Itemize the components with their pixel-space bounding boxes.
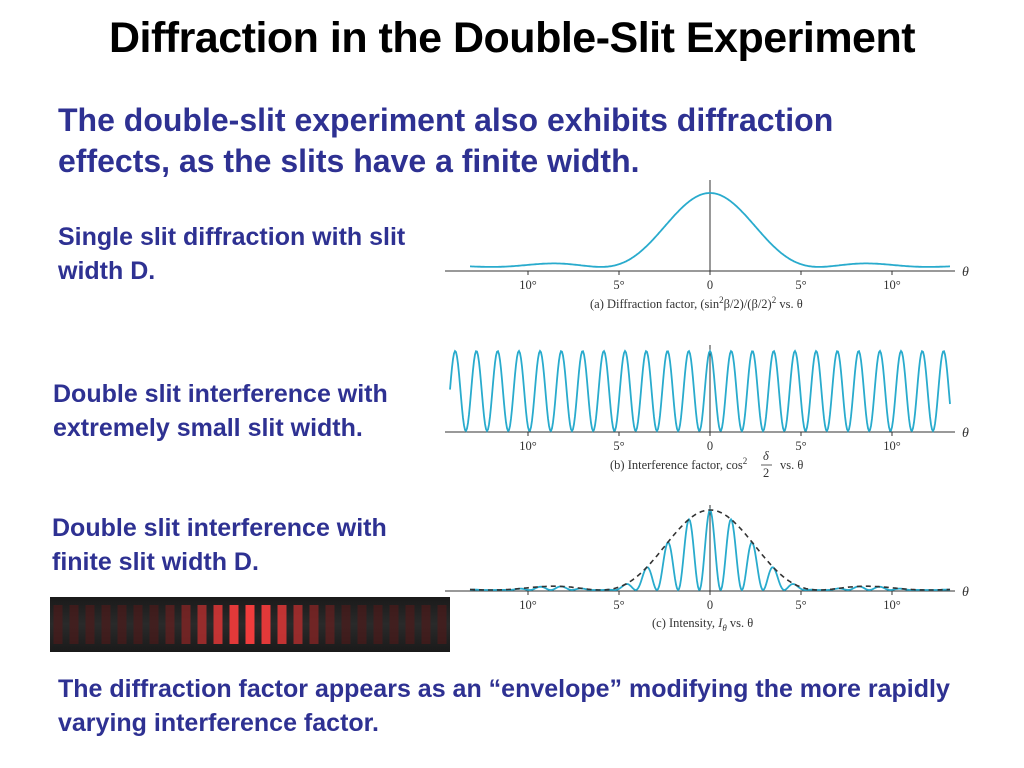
intro-text: The double-slit experiment also exhibits… <box>58 102 834 179</box>
fringe-bar <box>53 605 63 644</box>
fringe-bar <box>69 605 79 644</box>
fringe-bar <box>117 605 127 644</box>
fringe-bar <box>437 605 447 644</box>
page-title: Diffraction in the Double-Slit Experimen… <box>108 14 916 62</box>
fringe-bar <box>389 605 399 644</box>
panel-diffraction-factor: 10° 5° 0 5° 10° θ (a) Diffraction factor, (s… <box>445 180 969 311</box>
tick-label-c-2: 0 <box>707 598 713 612</box>
tick-label-a-4: 10° <box>883 278 901 292</box>
fringe-bar <box>245 605 255 644</box>
fringe-bar <box>85 605 95 644</box>
fringe-bar <box>405 605 415 644</box>
single-slit-label: Single slit diffraction with slit width … <box>58 223 406 285</box>
caption-a-sup2: 2 <box>772 295 777 305</box>
diffraction-curve <box>470 192 950 268</box>
tick-label-c-0: 10° <box>519 598 537 612</box>
caption-c-var: I <box>717 616 723 630</box>
caption-c: (c) Intensity, Iθ vs. θ <box>652 616 753 633</box>
caption-a-sup: 2 <box>719 295 724 305</box>
theta-label-c: θ <box>962 585 969 600</box>
caption-c-post: vs. θ <box>727 616 753 630</box>
caption-b-pre: (b) Interference factor, cos <box>610 458 743 472</box>
fringe-pattern-svg <box>50 597 450 652</box>
interference-curve <box>449 349 951 433</box>
caption-a-pre: (a) Diffraction factor, (sin <box>590 297 720 311</box>
small-slit-label: Double slit interference with extremely … <box>53 380 388 442</box>
caption-b-frac-bottom: 2 <box>763 466 769 480</box>
tick-label-a-1: 5° <box>613 278 624 292</box>
tick-label-b-4: 10° <box>883 439 901 453</box>
caption-b-post: vs. θ <box>780 458 803 472</box>
fringe-bar <box>213 605 223 644</box>
tick-label-c-3: 5° <box>795 598 806 612</box>
caption-c-sub: θ <box>722 623 727 633</box>
fringe-bar <box>357 605 367 644</box>
caption-b-frac-top: δ <box>763 449 769 463</box>
finite-slit-label: Double slit interference with finite sli… <box>52 514 387 576</box>
tick-label-a-2: 0 <box>707 278 713 292</box>
fringe-bar <box>197 605 207 644</box>
fringe-bar <box>373 605 383 644</box>
fringe-bar <box>101 605 111 644</box>
theta-label-a: θ <box>962 265 969 280</box>
tick-label-c-4: 10° <box>883 598 901 612</box>
caption-b: (b) Interference factor, cos2 <box>610 456 747 472</box>
fringe-bar <box>293 605 303 644</box>
panel-intensity: 10° 5° 0 5° 10° θ (c) Intensity, Iθ vs. θ <box>445 505 969 633</box>
tick-label-b-0: 10° <box>519 439 537 453</box>
fringe-bar <box>149 605 159 644</box>
tick-label-a-0: 10° <box>519 278 537 292</box>
caption-a-mid: β/2)/(β/2) <box>724 297 772 311</box>
fringe-bar <box>277 605 287 644</box>
tick-label-b-1: 5° <box>613 439 624 453</box>
envelope-curve <box>469 509 951 591</box>
conclusion-text: The diffraction factor appears as an “en… <box>58 675 950 737</box>
tick-label-a-3: 5° <box>795 278 806 292</box>
caption-b-sup: 2 <box>743 456 748 466</box>
fringe-bar <box>229 605 239 644</box>
fringe-bar <box>165 605 175 644</box>
diffraction-plots: 10° 5° 0 5° 10° θ (a) Diffraction factor, (s… <box>445 180 969 633</box>
tick-label-c-1: 5° <box>613 598 624 612</box>
caption-a: (a) Diffraction factor, (sin2β/2)/(β/2)2… <box>590 295 803 311</box>
fringe-bar <box>309 605 319 644</box>
fringe-bar <box>261 605 271 644</box>
tick-label-b-2: 0 <box>707 439 713 453</box>
fringe-bar <box>133 605 143 644</box>
fringe-bar <box>181 605 191 644</box>
panel-interference-factor: 10° 5° 0 5° 10° θ (b) Interference factor, c… <box>445 345 969 480</box>
fringe-pattern-photo <box>50 597 450 652</box>
tick-label-b-3: 5° <box>795 439 806 453</box>
theta-label-b: θ <box>962 426 969 441</box>
fringe-bar <box>325 605 335 644</box>
fringe-bar <box>421 605 431 644</box>
caption-a-post: vs. θ <box>776 297 802 311</box>
caption-c-pre: (c) Intensity, <box>652 616 718 630</box>
fringe-bar <box>341 605 351 644</box>
